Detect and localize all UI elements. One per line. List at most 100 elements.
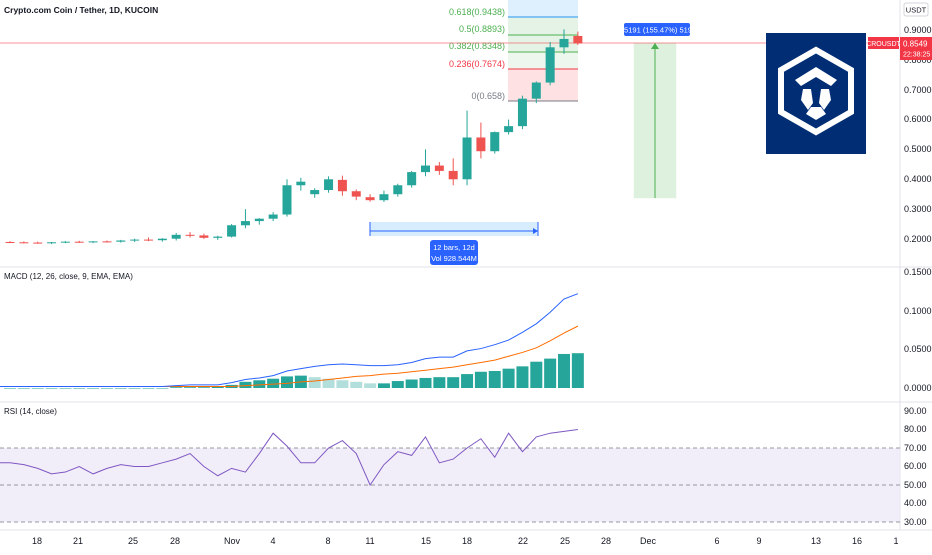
- time-label: 25: [128, 536, 138, 546]
- price-tick: 0.3000: [904, 204, 932, 214]
- time-label: 25: [560, 536, 570, 546]
- bar-countdown: 22:38:25: [903, 52, 930, 59]
- macd-tick: 0.1500: [904, 267, 932, 277]
- candle-body: [531, 82, 541, 99]
- candle-body: [60, 241, 70, 243]
- rsi-axis: 90.00 80.00 70.00 60.00 50.00 40.00 30.0…: [904, 406, 927, 527]
- macd-series: [0, 293, 584, 389]
- time-label: 22: [518, 536, 528, 546]
- macd-histogram-bar: [239, 381, 252, 388]
- candle-body: [545, 47, 555, 83]
- candle-body: [559, 38, 569, 48]
- date-range-box[interactable]: [370, 222, 538, 236]
- date-range-arrow: [533, 228, 538, 234]
- candle-body: [490, 132, 500, 152]
- rsi-tick: 90.00: [904, 406, 927, 416]
- macd-tick: 0.0500: [904, 344, 932, 354]
- time-label: 1: [893, 536, 898, 546]
- time-axis[interactable]: 18 21 25 28 Nov 4 8 11 15 18 22 25 28 De…: [32, 536, 899, 546]
- price-axis[interactable]: USDT 0.9000 0.8000 0.7000 0.6000 0.5000 …: [866, 2, 932, 244]
- fib-label-05: 0.5(0.8893): [459, 24, 505, 34]
- macd-histogram-bar: [377, 383, 390, 388]
- candle-body: [19, 242, 29, 244]
- candle-body: [476, 137, 486, 152]
- fib-label-0618: 0.618(0.9438): [449, 7, 505, 17]
- candle-body: [351, 191, 361, 197]
- rsi-tick: 40.00: [904, 498, 927, 508]
- macd-tick: 0.0000: [904, 383, 932, 393]
- macd-axis: 0.1500 0.1000 0.0500 0.0000: [904, 267, 932, 393]
- fib-label-0236: 0.236(0.7674): [449, 59, 505, 69]
- price-tick: 0.9000: [904, 25, 932, 35]
- candle-body: [240, 221, 250, 226]
- logo-right-shape: [819, 89, 831, 110]
- candle-body: [213, 236, 223, 238]
- macd-histogram-bar: [558, 353, 570, 388]
- candle-body: [88, 241, 98, 243]
- macd-histogram-bar: [253, 380, 266, 388]
- macd-tick: 0.1000: [904, 306, 932, 316]
- candle-body: [324, 179, 334, 191]
- long-position-arrow-head: [651, 43, 659, 49]
- time-label: 6: [714, 536, 719, 546]
- fib-zone-0618: [508, 0, 578, 17]
- time-label: 8: [325, 536, 330, 546]
- candle-body: [310, 190, 320, 195]
- logo-left-shape: [801, 89, 813, 110]
- candle-body: [337, 179, 347, 192]
- logo-top-shape: [795, 67, 837, 86]
- rsi-tick: 30.00: [904, 517, 927, 527]
- macd-histogram-bar: [405, 379, 418, 388]
- candle-body: [33, 242, 43, 244]
- time-label: 21: [73, 536, 83, 546]
- candle-body: [504, 126, 514, 133]
- candle-body: [282, 185, 292, 215]
- candle-body: [116, 240, 126, 242]
- macd-histogram-bar: [516, 366, 529, 388]
- macd-histogram-bar: [142, 388, 155, 389]
- price-tick: 0.5000: [904, 144, 932, 154]
- macd-histogram-bar: [433, 377, 446, 388]
- candle-body: [144, 239, 153, 241]
- macd-histogram-bar: [267, 378, 280, 388]
- macd-histogram-bar: [530, 361, 543, 388]
- candle-body: [379, 194, 389, 201]
- candle-body: [365, 197, 375, 201]
- macd-histogram-bar: [100, 388, 113, 389]
- macd-histogram-bar: [488, 370, 501, 388]
- candle-body: [47, 242, 57, 244]
- macd-histogram-bar: [59, 388, 72, 389]
- time-label: 28: [170, 536, 180, 546]
- date-range-label-bg: [430, 240, 478, 265]
- candle-body: [74, 241, 84, 243]
- macd-title: MACD (12, 26, close, 9, EMA, EMA): [4, 272, 133, 281]
- candle-body: [130, 239, 140, 241]
- macd-histogram-bar: [502, 368, 515, 388]
- time-label: Nov: [224, 536, 241, 546]
- macd-histogram-bar: [114, 388, 127, 389]
- macd-histogram-bar: [447, 377, 460, 388]
- macd-histogram-bar: [87, 388, 100, 389]
- macd-histogram-bar: [45, 388, 58, 389]
- candle-body: [268, 214, 278, 219]
- current-price-value: 0.8549: [903, 40, 928, 49]
- time-label: 4: [270, 536, 275, 546]
- rsi-series: [0, 429, 578, 487]
- candle-body: [171, 234, 181, 239]
- candlestick-series: [5, 29, 583, 245]
- macd-histogram-bar: [128, 388, 141, 389]
- price-tick: 0.2000: [904, 234, 932, 244]
- time-label: Dec: [640, 536, 657, 546]
- candle-body: [448, 170, 458, 180]
- time-label: 18: [462, 536, 472, 546]
- candle-body: [254, 218, 264, 222]
- macd-histogram-bar: [211, 386, 224, 388]
- rsi-tick: 70.00: [904, 443, 927, 453]
- candle-body: [227, 225, 237, 237]
- fib-zone-0236: [508, 69, 578, 101]
- macd-histogram-bar: [461, 374, 474, 388]
- macd-histogram-bar: [156, 388, 169, 389]
- time-label: 13: [811, 536, 821, 546]
